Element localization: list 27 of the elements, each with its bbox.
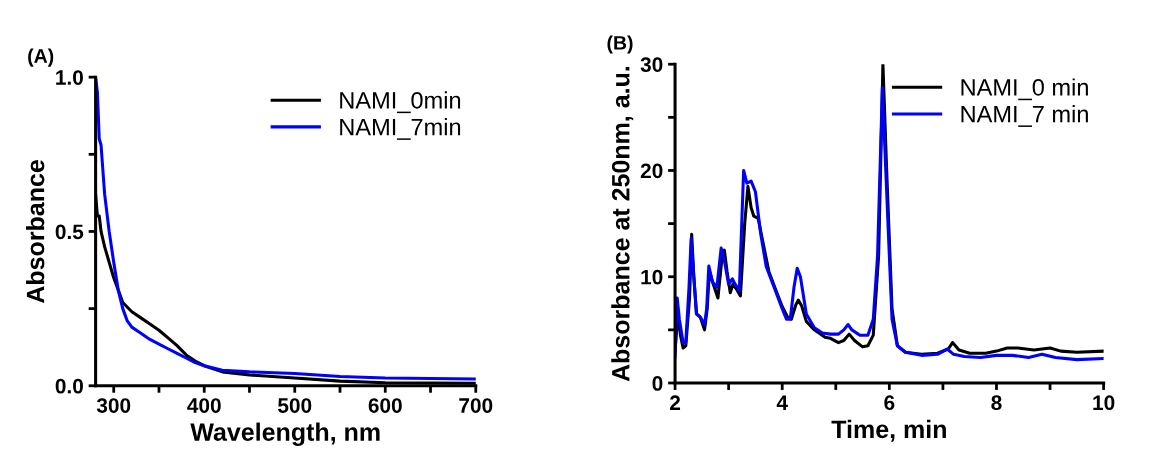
y-tick-label: 0 — [652, 376, 663, 391]
y-axis-title: Absorbance at 250nm, a.u. — [611, 66, 634, 382]
legend-label: NAMI_0 min — [961, 78, 1088, 101]
x-axis-title: Wavelength, nm — [190, 422, 380, 446]
x-axis-title: Time, min — [831, 419, 946, 442]
x-tick-label: 8 — [991, 395, 1002, 411]
y-tick-label: 10 — [641, 269, 663, 285]
x-tick-label: 700 — [459, 398, 493, 413]
y-tick-label: 30 — [640, 57, 663, 72]
x-tick-label: 6 — [884, 395, 895, 411]
y-tick-label: 20 — [640, 163, 663, 179]
chart-title: (B) — [607, 35, 633, 54]
legend-label: NAMI_7min — [340, 118, 461, 140]
y-tick-label: 0.5 — [55, 224, 84, 240]
legend-label: NAMI_7 min — [961, 105, 1088, 127]
x-tick-label: 10 — [1093, 395, 1115, 411]
legend-label: NAMI_0min — [340, 91, 461, 114]
x-tick-label: 2 — [670, 395, 681, 410]
y-axis-title: Absorbance — [25, 160, 45, 304]
x-tick-label: 4 — [776, 395, 788, 410]
x-tick-label: 300 — [96, 398, 131, 413]
x-tick-label: 600 — [368, 398, 402, 413]
x-tick-label: 500 — [278, 398, 312, 413]
y-tick-label: 1.0 — [56, 70, 83, 85]
y-tick-label: 0.0 — [55, 378, 83, 394]
x-tick-label: 400 — [187, 398, 221, 413]
chart-title: (A) — [28, 48, 54, 67]
